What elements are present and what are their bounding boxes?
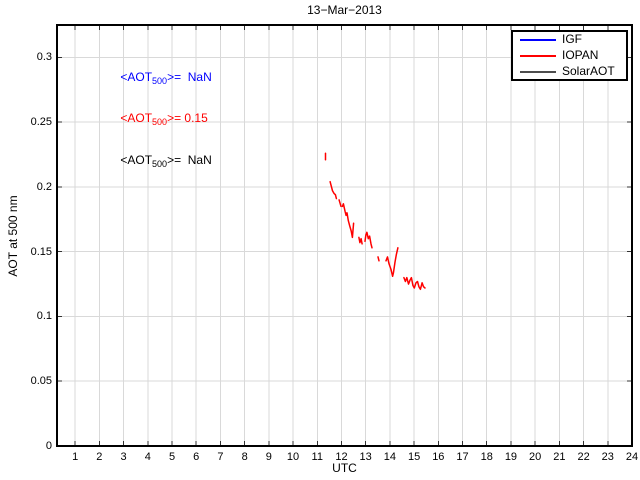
annotation-text: <AOT (120, 111, 153, 125)
y-tick-label: 0.3 (36, 51, 52, 64)
annotation-subscript: 500 (152, 117, 168, 127)
annotation-subscript: 500 (152, 159, 168, 169)
legend-item-iopan: IOPAN (513, 49, 626, 62)
x-tick-label: 1 (72, 451, 79, 463)
legend-line-igf (520, 38, 556, 41)
x-tick-label: 2 (96, 451, 103, 463)
x-tick-label: 13 (359, 451, 372, 463)
x-tick-label: 10 (286, 451, 300, 463)
legend-item-igf: IGF (513, 33, 626, 46)
x-tick-label: 12 (335, 451, 348, 463)
x-tick-label: 15 (407, 451, 421, 463)
x-tick-label: 5 (168, 451, 176, 463)
x-tick-label: 4 (144, 451, 151, 463)
y-tick-label: 0.15 (30, 245, 52, 258)
x-tick-label: 11 (311, 451, 323, 463)
annotation-value: >= NaN (167, 153, 212, 167)
series-iopan (341, 203, 355, 239)
x-tick-label: 3 (120, 451, 127, 463)
legend-line-solaraot (520, 70, 556, 73)
series-iopan (364, 231, 373, 249)
legend-label-solaraot: SolarAOT (562, 64, 615, 78)
x-axis-label: UTC (332, 461, 357, 475)
annotation-subscript: 500 (152, 76, 168, 86)
x-tick-label: 24 (625, 451, 639, 463)
mean-aot-annotation-iopan: <AOT500>= 0.15 (107, 97, 208, 139)
y-tick-label: 0.2 (36, 180, 52, 193)
series-iopan (338, 199, 342, 208)
legend-line-iopan (520, 54, 556, 57)
x-tick-label: 8 (241, 451, 248, 463)
y-tick-label: 0.25 (30, 116, 52, 129)
axes-box (56, 24, 633, 447)
x-tick-label: 14 (383, 451, 397, 463)
x-tick-label: 16 (432, 451, 445, 463)
mean-aot-annotation-solaraot: <AOT500>= NaN (107, 139, 212, 181)
series-iopan (403, 276, 426, 291)
legend-label-iopan: IOPAN (562, 48, 599, 62)
y-tick-label: 0.1 (36, 310, 52, 323)
x-tick-label: 23 (601, 451, 614, 463)
y-tick-label: 0.05 (30, 375, 52, 388)
x-tick-label: 6 (193, 451, 200, 463)
x-tick-label: 21 (553, 451, 566, 463)
x-tick-label: 17 (456, 451, 469, 463)
annotation-value: >= NaN (167, 70, 212, 84)
series-iopan (329, 180, 338, 200)
annotation-text: <AOT (120, 70, 153, 84)
annotation-value: >= 0.15 (167, 111, 208, 125)
x-tick-label: 20 (529, 451, 542, 463)
series-iopan (385, 247, 399, 278)
x-tick-label: 7 (217, 451, 224, 463)
x-tick-label: 19 (504, 451, 518, 463)
x-tick-label: 9 (265, 451, 272, 463)
x-tick-label: 18 (480, 451, 493, 463)
series-iopan (377, 256, 380, 262)
series-iopan (358, 236, 363, 245)
legend-item-solaraot: SolarAOT (513, 65, 626, 78)
plot-title: 13−Mar−2013 (307, 3, 382, 17)
annotation-text: <AOT (120, 153, 153, 167)
legend-label-igf: IGF (562, 32, 582, 46)
legend: IGF IOPAN SolarAOT (511, 30, 628, 81)
y-tick-label: 0 (45, 440, 52, 452)
mean-aot-annotation-igf: <AOT500>= NaN (107, 56, 212, 98)
x-tick-label: 22 (577, 451, 590, 463)
